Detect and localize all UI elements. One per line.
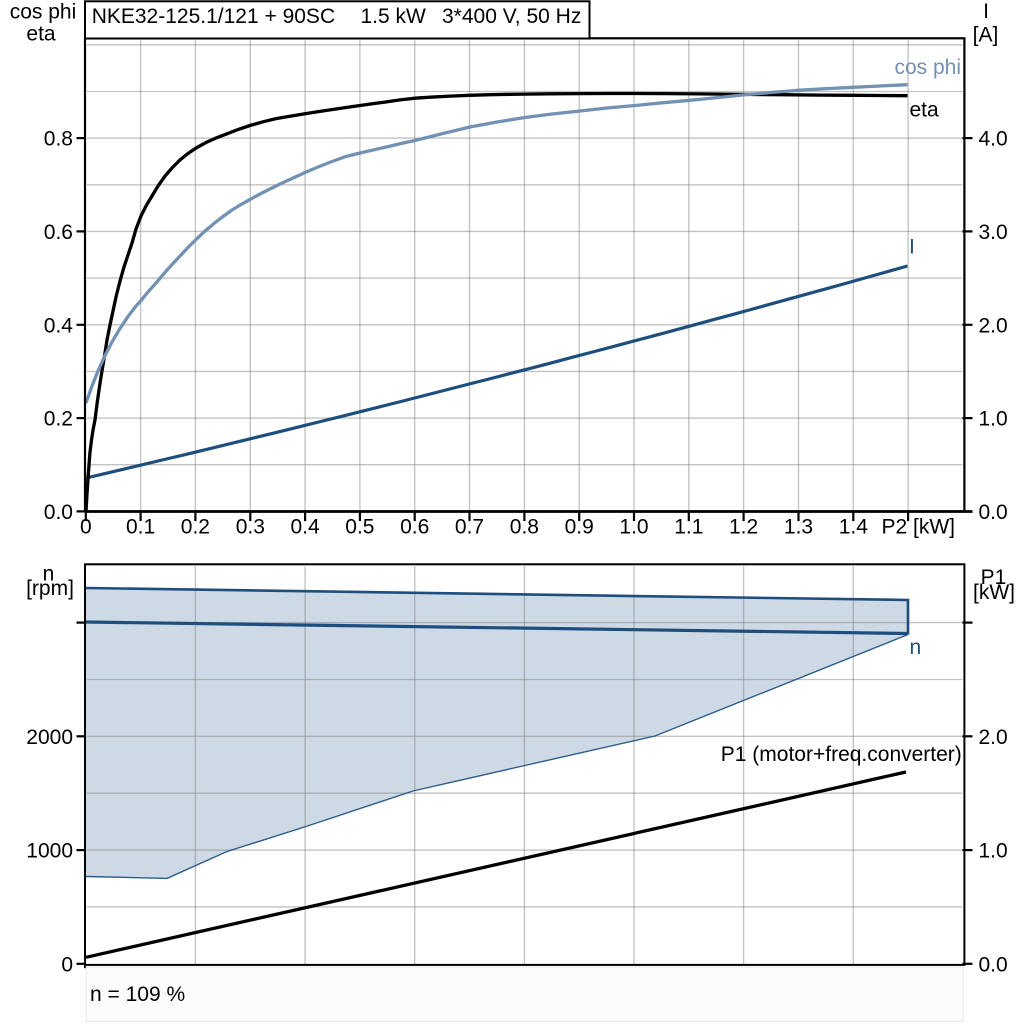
svg-text:4.0: 4.0 (979, 128, 1008, 151)
svg-text:2.0: 2.0 (979, 314, 1008, 337)
svg-text:0.3: 0.3 (236, 516, 265, 539)
svg-text:0.2: 0.2 (44, 408, 73, 431)
svg-text:0.9: 0.9 (565, 516, 594, 539)
svg-text:0.6: 0.6 (400, 516, 429, 539)
svg-text:n: n (43, 563, 55, 586)
svg-text:0.1: 0.1 (126, 516, 155, 539)
svg-text:0.7: 0.7 (455, 516, 484, 539)
svg-text:0.5: 0.5 (345, 516, 374, 539)
svg-text:n = 109 %: n = 109 % (90, 983, 185, 1006)
svg-text:0.0: 0.0 (979, 953, 1008, 976)
svg-text:1.5 kW: 1.5 kW (361, 5, 427, 28)
svg-text:0: 0 (80, 516, 92, 539)
svg-text:P1 (motor+freq.converter): P1 (motor+freq.converter) (721, 743, 962, 766)
svg-text:3*400 V, 50 Hz: 3*400 V, 50 Hz (442, 5, 581, 28)
svg-text:1.3: 1.3 (784, 516, 813, 539)
svg-text:cos phi: cos phi (894, 56, 961, 79)
svg-text:NKE32-125.1/121 + 90SC: NKE32-125.1/121 + 90SC (92, 5, 335, 28)
svg-text:1.2: 1.2 (729, 516, 758, 539)
svg-text:0.6: 0.6 (44, 221, 73, 244)
svg-text:1.1: 1.1 (674, 516, 703, 539)
svg-text:cos phi: cos phi (10, 1, 77, 24)
svg-text:1.0: 1.0 (619, 516, 648, 539)
svg-text:I: I (983, 0, 989, 23)
svg-text:[rpm]: [rpm] (26, 577, 74, 600)
svg-text:0.2: 0.2 (181, 516, 210, 539)
svg-text:P2 [kW]: P2 [kW] (882, 516, 956, 539)
svg-text:0.4: 0.4 (290, 516, 320, 539)
svg-text:[A]: [A] (973, 23, 999, 46)
svg-text:[kW]: [kW] (973, 581, 1015, 604)
svg-text:P1: P1 (981, 566, 1007, 589)
svg-text:I: I (909, 236, 915, 259)
svg-text:0.8: 0.8 (44, 128, 73, 151)
svg-text:1000: 1000 (26, 840, 73, 863)
svg-text:1.4: 1.4 (839, 516, 869, 539)
svg-text:n: n (910, 636, 922, 659)
svg-text:1.0: 1.0 (979, 408, 1008, 431)
svg-text:0.4: 0.4 (44, 314, 74, 337)
svg-text:1.0: 1.0 (979, 840, 1008, 863)
svg-text:eta: eta (26, 23, 56, 46)
svg-text:0.0: 0.0 (44, 501, 73, 524)
svg-text:0.0: 0.0 (979, 501, 1008, 524)
svg-text:0: 0 (61, 953, 73, 976)
svg-text:2.0: 2.0 (979, 726, 1008, 749)
svg-text:0.8: 0.8 (510, 516, 539, 539)
svg-text:3.0: 3.0 (979, 221, 1008, 244)
svg-text:eta: eta (910, 99, 940, 122)
svg-text:2000: 2000 (26, 726, 73, 749)
